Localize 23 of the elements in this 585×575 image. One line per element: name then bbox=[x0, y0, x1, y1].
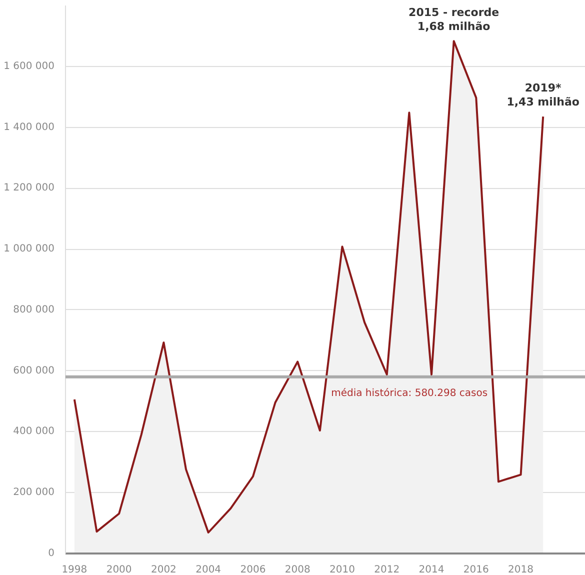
y-tick-label: 1 200 000 bbox=[4, 182, 55, 194]
y-tick-label: 400 000 bbox=[13, 426, 55, 438]
y-tick-label: 600 000 bbox=[13, 365, 55, 376]
x-tick-label: 2008 bbox=[284, 564, 310, 575]
x-tick-label: 2004 bbox=[196, 564, 222, 575]
x-tick-label: 1998 bbox=[62, 564, 88, 575]
x-tick-label: 2002 bbox=[150, 564, 176, 575]
x-tick-label: 2006 bbox=[240, 564, 266, 575]
x-tick-label: 2000 bbox=[106, 564, 132, 575]
x-tick-label: 2018 bbox=[508, 564, 534, 575]
x-tick-label: 2010 bbox=[330, 564, 355, 575]
y-tick-label: 1 400 000 bbox=[4, 122, 55, 133]
y-tick-label: 1 000 000 bbox=[4, 244, 55, 255]
x-tick-label: 2012 bbox=[374, 564, 400, 575]
y-tick-label: 200 000 bbox=[13, 487, 55, 498]
y-tick-label: 1 600 000 bbox=[4, 60, 55, 72]
y-tick-label: 0 bbox=[48, 548, 55, 559]
x-tick-label: 2014 bbox=[418, 564, 444, 575]
ref-line-label: média histórica: 580.298 casos bbox=[331, 388, 488, 399]
annotation: 2019* 1,43 milhão bbox=[506, 81, 580, 109]
annotation: 2015 - recorde 1,68 milhão bbox=[408, 6, 500, 34]
x-tick-label: 2016 bbox=[463, 564, 489, 575]
y-tick-label: 800 000 bbox=[13, 304, 55, 316]
